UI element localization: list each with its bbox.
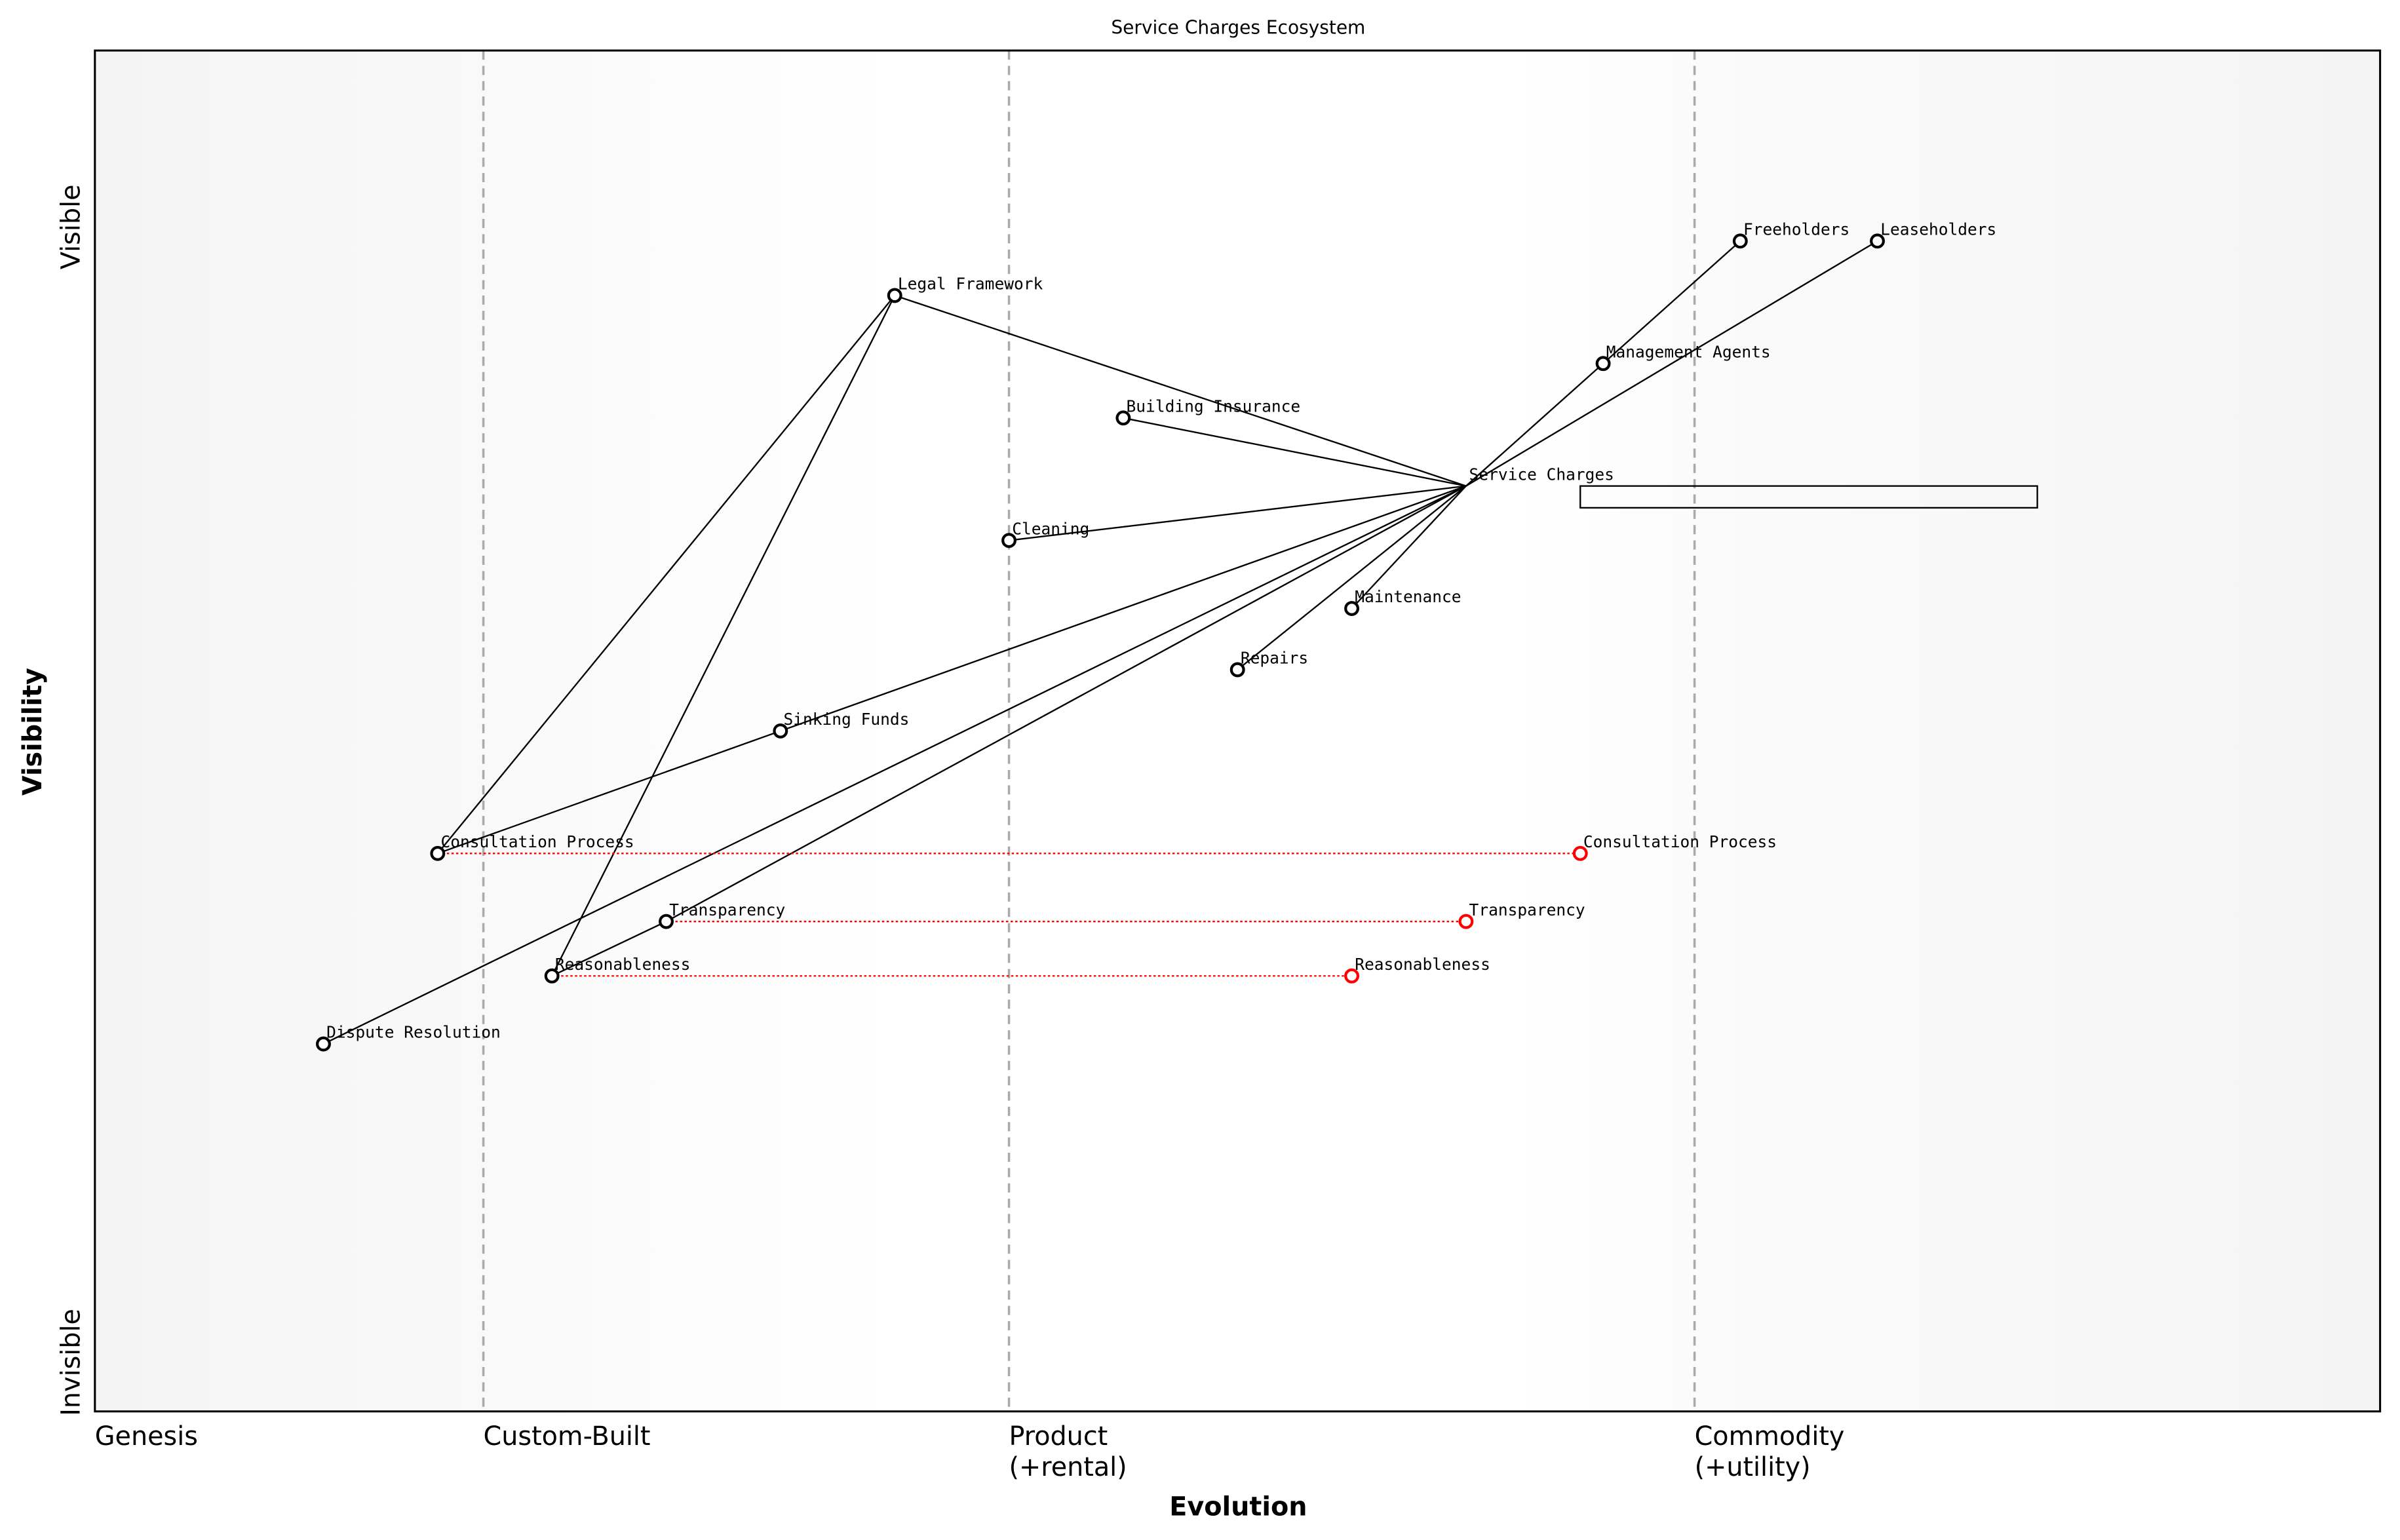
component-label-maintenance: Maintenance — [1355, 587, 1461, 606]
link-maintenance-service-charges — [1351, 485, 1467, 609]
link-dispute-resolution-service-charges — [322, 485, 1467, 1045]
evolved-marker-transparency — [1458, 914, 1474, 929]
component-marker-transparency — [659, 914, 674, 929]
y-axis-bottom-label: Invisible — [56, 1309, 86, 1416]
component-label-dispute-resolution: Dispute Resolution — [326, 1023, 501, 1042]
component-label-building-insurance: Building Insurance — [1127, 396, 1301, 415]
evolved-marker-reasonableness — [1344, 968, 1360, 984]
component-label-repairs: Repairs — [1241, 649, 1308, 668]
component-label-leaseholders: Leaseholders — [1880, 220, 1996, 239]
component-marker-sinking-funds — [773, 723, 788, 739]
link-reasonableness-legal-framework — [551, 295, 896, 976]
component-label-management-agents: Management Agents — [1606, 342, 1771, 361]
stage-label: Custom-Built — [484, 1421, 651, 1452]
plot-frame — [94, 49, 2382, 1413]
component-marker-management-agents — [1595, 356, 1611, 372]
component-marker-cleaning — [1001, 533, 1016, 549]
component-label-legal-framework: Legal Framework — [898, 275, 1043, 294]
stage-label: Genesis — [95, 1421, 198, 1452]
component-marker-legal-framework — [887, 288, 902, 303]
annotation-box — [1579, 485, 2038, 509]
component-label-consultation-process: Consultation Process — [440, 832, 634, 851]
x-axis-label: Evolution — [1169, 1492, 1307, 1522]
link-service-charges-leaseholders — [1465, 240, 1878, 487]
link-management-agents-freeholders — [1602, 240, 1741, 364]
component-marker-reasonableness — [544, 968, 560, 984]
component-marker-maintenance — [1344, 601, 1360, 616]
component-label-cleaning: Cleaning — [1012, 519, 1089, 538]
stage-label: Commodity — [1695, 1421, 1845, 1452]
stage-sublabel: (+rental) — [1009, 1452, 1127, 1482]
component-label-sinking-funds: Sinking Funds — [784, 710, 910, 729]
link-consultation-process-sinking-funds — [437, 730, 781, 855]
plot-background — [94, 50, 2380, 1412]
map-title: Service Charges Ecosystem — [1111, 16, 1365, 38]
y-axis-top-label: Visible — [56, 184, 86, 269]
component-label-service-charges: Service Charges — [1469, 465, 1614, 484]
stage-sublabel: (+utility) — [1695, 1452, 1811, 1482]
y-axis-label: Visibility — [18, 668, 48, 796]
link-service-charges-management-agents — [1465, 362, 1604, 487]
component-marker-consultation-process — [430, 845, 446, 861]
component-label-freeholders: Freeholders — [1743, 220, 1849, 239]
evolved-label-reasonableness: Reasonableness — [1355, 955, 1490, 974]
component-marker-repairs — [1229, 662, 1245, 678]
evolved-marker-consultation-process — [1572, 845, 1588, 861]
link-repairs-service-charges — [1237, 485, 1467, 670]
component-marker-building-insurance — [1115, 410, 1131, 426]
component-marker-dispute-resolution — [316, 1036, 331, 1052]
link-transparency-service-charges — [665, 485, 1467, 923]
link-building-insurance-service-charges — [1123, 417, 1467, 487]
component-marker-leaseholders — [1870, 233, 1885, 249]
link-sinking-funds-service-charges — [780, 485, 1467, 732]
component-marker-freeholders — [1732, 233, 1748, 249]
link-legal-framework-service-charges — [894, 294, 1467, 487]
stage-label: Product — [1009, 1421, 1108, 1452]
evolved-label-transparency: Transparency — [1469, 900, 1585, 919]
link-cleaning-service-charges — [1009, 485, 1467, 541]
link-consultation-process-legal-framework — [436, 295, 896, 855]
component-label-transparency: Transparency — [669, 900, 785, 919]
evolved-label-consultation-process: Consultation Process — [1583, 832, 1777, 851]
link-reasonableness-transparency — [551, 921, 667, 977]
component-label-reasonableness: Reasonableness — [555, 955, 691, 974]
